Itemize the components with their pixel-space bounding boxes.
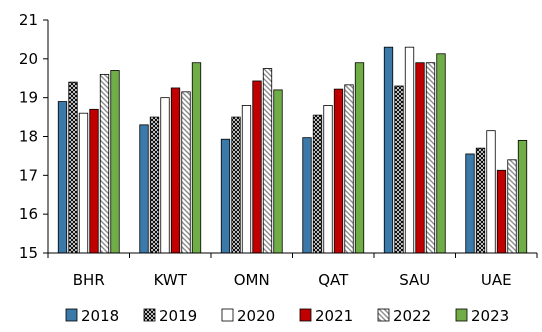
bar-uae-2020 (486, 130, 496, 254)
legend-label-2018: 2018 (81, 307, 119, 325)
y-tick-label: 15 (19, 244, 38, 262)
bar-kwt-2018 (139, 124, 149, 254)
bar-qat-2022 (344, 84, 354, 254)
bar-uae-2018 (465, 153, 475, 254)
bar-kwt-2020 (160, 97, 170, 254)
bar-sau-2019 (394, 85, 404, 254)
bar-kwt-2021 (170, 87, 181, 254)
x-tick-label-uae: UAE (481, 271, 512, 289)
bar-sau-2022 (425, 62, 436, 254)
bar-sau-2021 (415, 62, 425, 254)
bar-omn-2019 (231, 116, 241, 254)
bar-uae-2022 (507, 159, 517, 254)
legend-swatch-2022 (377, 308, 390, 322)
x-tick-label-qat: QAT (318, 271, 349, 289)
x-tick-label-bhr: BHR (73, 271, 105, 289)
x-tick-label-kwt: KWT (154, 271, 188, 289)
bar-sau-2023 (436, 53, 446, 254)
x-tick-label-sau: SAU (399, 271, 430, 289)
y-tick-label: 20 (19, 50, 38, 68)
legend-label-2020: 2020 (237, 307, 275, 325)
legend-swatch-2020 (221, 308, 234, 322)
bar-uae-2021 (496, 169, 507, 254)
y-tick-label: 19 (19, 89, 38, 107)
legend-swatch-2021 (299, 308, 312, 322)
x-tick-label-omn: OMN (234, 271, 270, 289)
x-axis: BHR KWT OMN QAT SAU UAE (47, 252, 538, 289)
bar-bhr-2018 (57, 101, 68, 254)
bar-uae-2023 (517, 139, 528, 254)
legend-swatch-2019 (143, 308, 156, 322)
bar-qat-2020 (323, 105, 333, 254)
bar-bhr-2020 (78, 112, 89, 254)
bar-qat-2023 (354, 62, 365, 254)
bar-omn-2020 (241, 105, 252, 254)
bar-qat-2018 (302, 137, 312, 254)
plot-area (57, 46, 528, 254)
y-tick-label: 21 (19, 11, 38, 29)
legend-swatch-2023 (455, 308, 468, 322)
bar-bhr-2019 (68, 81, 78, 254)
bar-bhr-2023 (110, 70, 120, 254)
legend: 2018 2019 2020 2021 2022 2023 (65, 307, 509, 325)
legend-label-2023: 2023 (471, 307, 509, 325)
y-tick-label: 18 (19, 128, 38, 146)
bar-kwt-2019 (149, 116, 160, 254)
bar-sau-2020 (404, 46, 415, 254)
bar-sau-2018 (383, 46, 394, 254)
legend-label-2022: 2022 (393, 307, 431, 325)
bar-omn-2022 (262, 68, 273, 254)
bar-qat-2021 (333, 88, 344, 254)
bar-uae-2019 (475, 147, 486, 254)
bar-kwt-2023 (191, 62, 202, 254)
bar-kwt-2022 (181, 91, 191, 254)
bar-qat-2019 (312, 114, 323, 254)
bar-omn-2023 (273, 89, 283, 254)
legend-label-2021: 2021 (315, 307, 353, 325)
bar-omn-2018 (220, 138, 231, 254)
y-tick-label: 16 (19, 205, 38, 223)
y-axis: 15 16 17 18 19 20 21 (19, 11, 49, 262)
legend-label-2019: 2019 (159, 307, 197, 325)
bar-bhr-2021 (89, 108, 99, 254)
bar-bhr-2022 (99, 73, 110, 254)
legend-swatch-2018 (65, 308, 78, 322)
bar-omn-2021 (252, 80, 262, 254)
y-tick-label: 17 (19, 166, 38, 184)
